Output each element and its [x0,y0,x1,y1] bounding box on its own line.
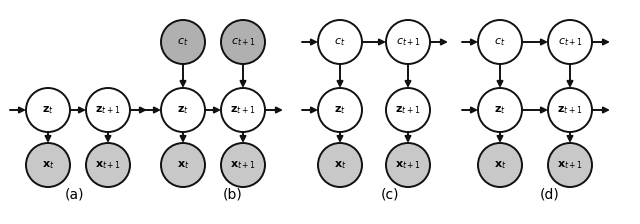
Circle shape [161,88,205,132]
Text: $\mathbf{z}_{t+1}$: $\mathbf{z}_{t+1}$ [230,104,256,116]
Circle shape [161,143,205,187]
Text: $\mathbf{x}_{t+1}$: $\mathbf{x}_{t+1}$ [557,159,583,171]
Text: $\mathbf{z}_t$: $\mathbf{z}_t$ [334,104,346,116]
Text: $\mathbf{x}_{t+1}$: $\mathbf{x}_{t+1}$ [95,159,121,171]
Text: $\mathbf{z}_{t+1}$: $\mathbf{z}_{t+1}$ [95,104,121,116]
Circle shape [386,20,430,64]
Text: $\mathbf{z}_{t+1}$: $\mathbf{z}_{t+1}$ [557,104,582,116]
Text: $\mathbf{z}_t$: $\mathbf{z}_t$ [42,104,54,116]
Text: $c_{t+1}$: $c_{t+1}$ [396,36,420,48]
Circle shape [478,88,522,132]
Text: $c_t$: $c_t$ [177,36,189,48]
Circle shape [26,143,70,187]
Circle shape [478,143,522,187]
Text: (d): (d) [540,188,560,202]
Text: $\mathbf{x}_{t+1}$: $\mathbf{x}_{t+1}$ [395,159,421,171]
Text: $\mathbf{z}_t$: $\mathbf{z}_t$ [177,104,189,116]
Text: $\mathbf{x}_{t+1}$: $\mathbf{x}_{t+1}$ [230,159,256,171]
Text: $\mathbf{z}_{t+1}$: $\mathbf{z}_{t+1}$ [396,104,420,116]
Circle shape [86,143,130,187]
Text: $\mathbf{x}_t$: $\mathbf{x}_t$ [177,159,189,171]
Circle shape [221,20,265,64]
Circle shape [548,88,592,132]
Circle shape [478,20,522,64]
Circle shape [386,143,430,187]
Circle shape [26,88,70,132]
Circle shape [318,20,362,64]
Text: $\mathbf{x}_t$: $\mathbf{x}_t$ [333,159,346,171]
Circle shape [548,143,592,187]
Text: $\mathbf{z}_t$: $\mathbf{z}_t$ [494,104,506,116]
Circle shape [318,143,362,187]
Circle shape [318,88,362,132]
Circle shape [548,20,592,64]
Text: $c_{t+1}$: $c_{t+1}$ [557,36,582,48]
Circle shape [221,143,265,187]
Text: $c_{t+1}$: $c_{t+1}$ [230,36,255,48]
Text: $c_t$: $c_t$ [494,36,506,48]
Circle shape [161,20,205,64]
Circle shape [221,88,265,132]
Text: $\mathbf{x}_t$: $\mathbf{x}_t$ [42,159,54,171]
Circle shape [86,88,130,132]
Text: $c_t$: $c_t$ [334,36,346,48]
Text: (c): (c) [381,188,399,202]
Text: (a): (a) [65,188,84,202]
Text: $\mathbf{x}_t$: $\mathbf{x}_t$ [493,159,506,171]
Circle shape [386,88,430,132]
Text: (b): (b) [223,188,243,202]
